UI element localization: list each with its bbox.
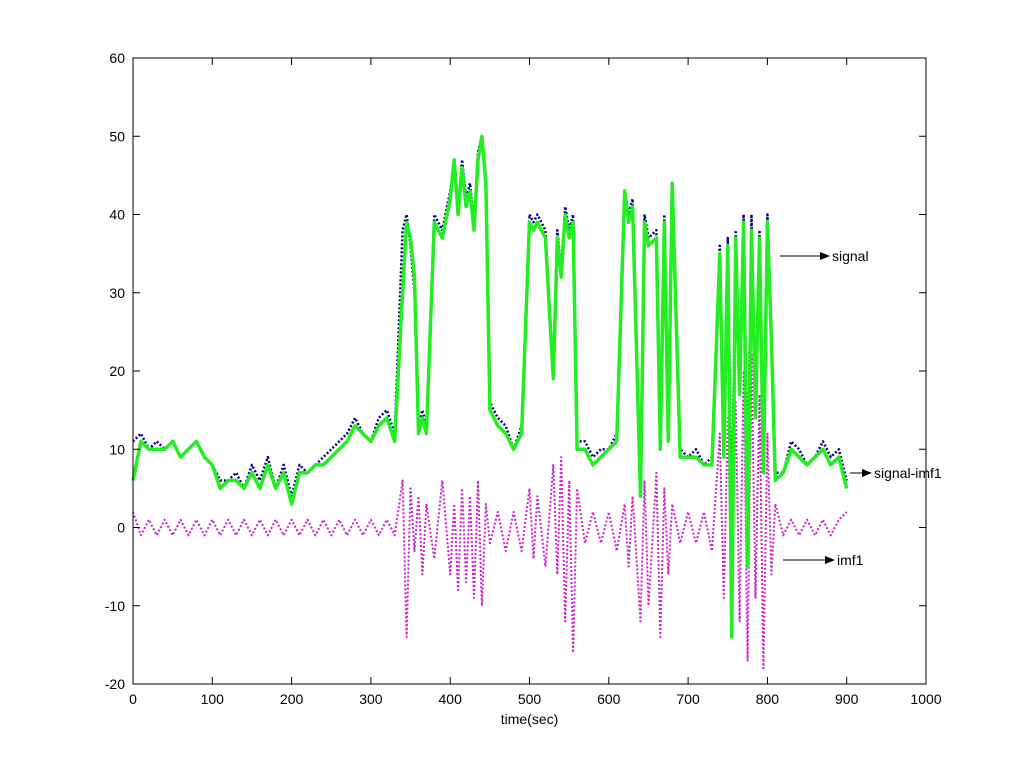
x-tick-label: 0: [129, 691, 137, 707]
x-tick-label: 500: [518, 691, 542, 707]
annotation-arrow-head: [820, 252, 830, 260]
y-tick-label: -20: [105, 676, 125, 692]
x-tick-label: 800: [756, 691, 780, 707]
annotations-layer: signal signal-imf1 imf1: [780, 248, 942, 568]
annotation-label: signal: [832, 248, 869, 264]
annotation-label: signal-imf1: [874, 465, 942, 481]
y-tick-label: 10: [109, 441, 125, 457]
annotation-label: imf1: [837, 552, 864, 568]
series-layer: [131, 134, 849, 670]
ticks-layer: 0 100 200 300 400 500 600 700 800 900 1000 -20 -10 0 1…: [105, 50, 942, 707]
y-tick-label: -10: [105, 598, 125, 614]
x-tick-label: 300: [359, 691, 383, 707]
annotation-arrow-head: [825, 556, 835, 564]
y-tick-label: 50: [109, 128, 125, 144]
x-tick-label: 600: [597, 691, 621, 707]
y-tick-label: 0: [117, 520, 125, 536]
series-line-signal-imf1: [131, 134, 849, 639]
y-tick-label: 20: [109, 363, 125, 379]
series-line-imf1: [132, 354, 848, 670]
y-tick-label: 60: [109, 50, 125, 66]
x-tick-label: 1000: [910, 691, 941, 707]
x-tick-label: 200: [280, 691, 304, 707]
x-tick-label: 900: [835, 691, 859, 707]
y-tick-label: 40: [109, 207, 125, 223]
y-tick-label: 30: [109, 285, 125, 301]
annotation-arrow-head: [862, 469, 872, 477]
x-tick-label: 400: [439, 691, 463, 707]
x-tick-label: 100: [201, 691, 225, 707]
x-axis-label: time(sec): [501, 711, 559, 727]
x-tick-label: 700: [676, 691, 700, 707]
